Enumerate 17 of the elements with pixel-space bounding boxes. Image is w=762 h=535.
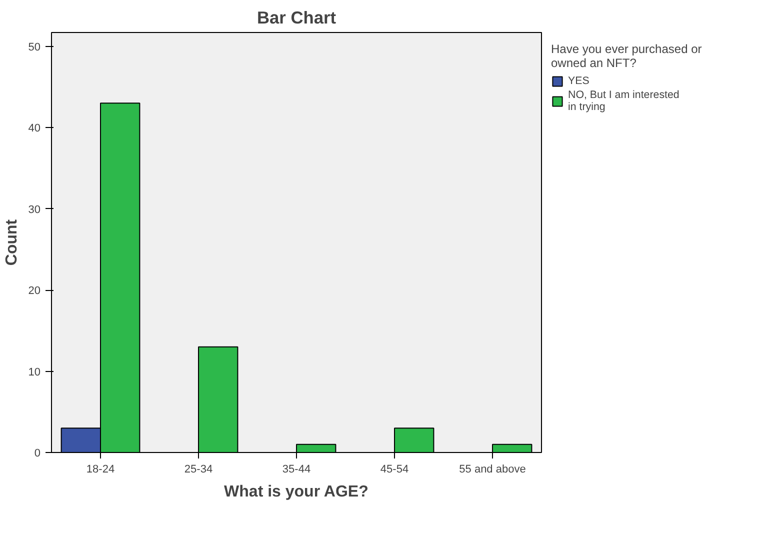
- y-tick-label: 20: [28, 285, 41, 298]
- y-tick-label: 50: [28, 41, 41, 54]
- y-tick-label: 30: [28, 204, 41, 216]
- legend-title: Have you ever purchased or owned an NFT?: [551, 42, 702, 70]
- y-tick-label: 0: [34, 448, 41, 460]
- x-tick-label: 25-34: [184, 464, 213, 476]
- x-tick-label: 18-24: [86, 464, 115, 476]
- legend-label: NO, But I am interested in trying: [568, 89, 680, 113]
- x-axis-title: What is your AGE?: [224, 484, 368, 500]
- x-tick-label: 35-44: [282, 464, 311, 476]
- x-tick-label: 55 and above: [459, 464, 526, 476]
- x-tick-label: 45-54: [380, 464, 409, 476]
- y-tick-label: 40: [28, 122, 41, 135]
- y-axis-title: Count: [3, 218, 20, 266]
- chart-title: Bar Chart: [257, 8, 336, 28]
- legend-label: YES: [568, 75, 590, 87]
- y-tick-label: 10: [28, 366, 41, 378]
